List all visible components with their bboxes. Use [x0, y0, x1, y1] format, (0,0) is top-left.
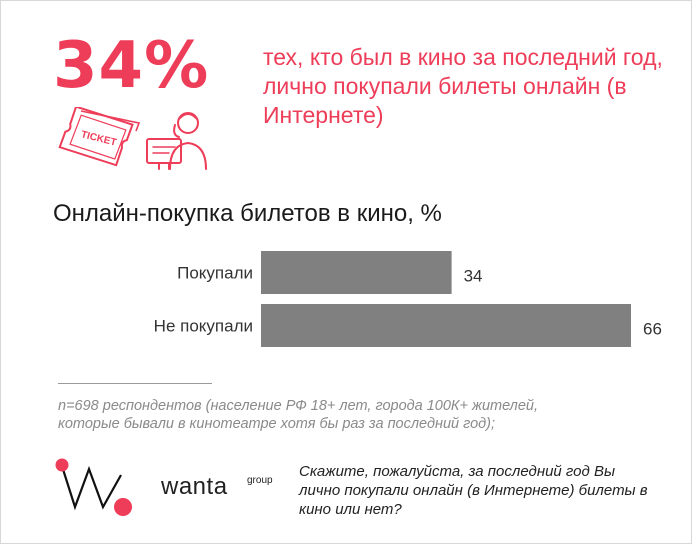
- data-label: 66: [643, 320, 662, 339]
- bar: [261, 251, 452, 294]
- category-label: Покупали: [177, 264, 253, 283]
- brand-suffix: group: [247, 475, 273, 486]
- headline-percent: 34%: [53, 29, 210, 103]
- bar: [261, 304, 631, 347]
- category-label: Не покупали: [154, 317, 253, 336]
- bar-chart: Покупали 34 Не покупали 66: [154, 251, 662, 347]
- wanta-logo-icon: [55, 458, 132, 516]
- chart-title: Онлайн-покупка билетов в кино, %: [53, 200, 442, 227]
- shopper-icon: [146, 112, 207, 170]
- ticket-icon: TICKET: [58, 107, 141, 167]
- ticket-label: TICKET: [80, 129, 118, 148]
- data-label: 34: [464, 267, 483, 286]
- ticket-and-shopper-illustration: TICKET: [58, 107, 207, 170]
- footnote: n=698 респондентов (население РФ 18+ лет…: [58, 398, 539, 432]
- survey-question: Скажите, пожалуйста, за последний год Вы…: [299, 463, 648, 518]
- footnote-divider: [58, 383, 212, 384]
- headline-text: тех, кто был в кино за последний год, ли…: [263, 44, 663, 128]
- brand-name: wanta: [161, 473, 228, 500]
